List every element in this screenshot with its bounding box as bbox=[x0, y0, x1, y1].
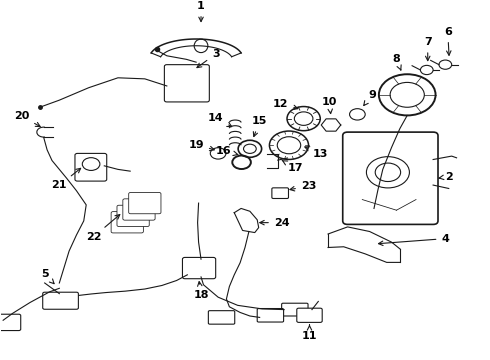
Text: 19: 19 bbox=[188, 140, 214, 151]
FancyBboxPatch shape bbox=[0, 314, 21, 330]
Text: 16: 16 bbox=[216, 146, 238, 156]
Text: 10: 10 bbox=[322, 96, 337, 113]
Text: 15: 15 bbox=[252, 116, 268, 136]
FancyBboxPatch shape bbox=[297, 308, 322, 323]
FancyBboxPatch shape bbox=[343, 132, 438, 224]
FancyBboxPatch shape bbox=[272, 188, 289, 198]
Text: 9: 9 bbox=[364, 90, 376, 105]
Text: 3: 3 bbox=[197, 49, 220, 68]
FancyBboxPatch shape bbox=[282, 303, 308, 316]
FancyBboxPatch shape bbox=[208, 311, 235, 324]
Text: 8: 8 bbox=[392, 54, 401, 70]
FancyBboxPatch shape bbox=[164, 65, 209, 102]
Text: 24: 24 bbox=[260, 218, 290, 228]
Text: 23: 23 bbox=[290, 181, 316, 191]
Text: 2: 2 bbox=[439, 172, 453, 181]
Text: 21: 21 bbox=[51, 168, 81, 190]
Text: 11: 11 bbox=[302, 325, 317, 341]
Text: 12: 12 bbox=[273, 99, 298, 109]
FancyBboxPatch shape bbox=[123, 199, 155, 220]
Text: 17: 17 bbox=[282, 161, 303, 173]
Text: 14: 14 bbox=[208, 113, 232, 127]
FancyBboxPatch shape bbox=[182, 257, 216, 279]
Text: 4: 4 bbox=[378, 234, 449, 246]
Text: 13: 13 bbox=[305, 147, 328, 159]
FancyBboxPatch shape bbox=[117, 205, 149, 226]
FancyBboxPatch shape bbox=[257, 309, 284, 322]
Text: 18: 18 bbox=[193, 282, 209, 300]
FancyBboxPatch shape bbox=[75, 153, 107, 181]
Text: 5: 5 bbox=[41, 269, 54, 284]
FancyBboxPatch shape bbox=[111, 212, 144, 233]
Text: 22: 22 bbox=[86, 215, 120, 242]
Text: 20: 20 bbox=[14, 111, 40, 127]
Text: 7: 7 bbox=[424, 37, 432, 60]
FancyBboxPatch shape bbox=[129, 193, 161, 214]
Text: 6: 6 bbox=[444, 27, 452, 55]
Text: 1: 1 bbox=[197, 1, 205, 22]
FancyBboxPatch shape bbox=[43, 292, 78, 309]
